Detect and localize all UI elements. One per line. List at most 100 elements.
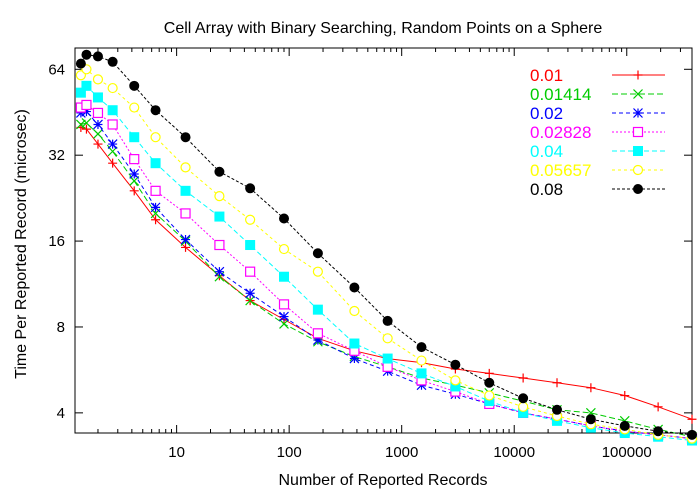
data-point bbox=[484, 377, 495, 388]
data-point bbox=[687, 429, 697, 440]
legend-label: 0.04 bbox=[530, 142, 563, 161]
chart-title: Cell Array with Binary Searching, Random… bbox=[164, 20, 603, 37]
data-point bbox=[382, 333, 393, 344]
y-tick-label: 64 bbox=[48, 61, 65, 78]
data-point bbox=[150, 202, 161, 213]
data-point bbox=[81, 99, 92, 111]
data-point bbox=[416, 368, 427, 379]
data-point bbox=[518, 401, 529, 412]
data-point bbox=[92, 51, 103, 62]
data-point bbox=[245, 288, 256, 299]
legend-marker bbox=[633, 70, 643, 80]
data-point bbox=[349, 338, 360, 349]
data-point bbox=[129, 186, 139, 196]
series-line bbox=[80, 54, 693, 436]
data-point bbox=[92, 74, 104, 85]
data-point bbox=[518, 373, 528, 383]
legend-label: 0.01414 bbox=[530, 85, 591, 104]
data-point bbox=[382, 315, 393, 326]
legend-label: 0.02828 bbox=[530, 123, 591, 142]
series-line bbox=[80, 111, 693, 440]
data-point bbox=[151, 215, 161, 225]
data-point bbox=[450, 375, 461, 386]
data-point bbox=[312, 248, 323, 259]
data-point bbox=[245, 183, 256, 194]
y-tick-label: 32 bbox=[48, 147, 65, 164]
series-line bbox=[80, 127, 693, 420]
data-point bbox=[107, 139, 118, 150]
data-point bbox=[129, 169, 140, 179]
data-point bbox=[214, 191, 225, 202]
axes: 4 8 16 32 64 10 100 1000 10000 100000 bbox=[48, 48, 692, 461]
data-point bbox=[150, 158, 161, 169]
legend-marker bbox=[633, 108, 643, 118]
legend-label: 0.02 bbox=[530, 104, 563, 123]
data-point bbox=[81, 49, 92, 60]
data-point bbox=[278, 299, 290, 310]
data-point bbox=[687, 414, 697, 424]
data-point bbox=[586, 383, 596, 393]
data-point bbox=[653, 402, 663, 412]
series-0.05657 bbox=[75, 64, 698, 444]
data-point bbox=[620, 391, 630, 401]
data-point bbox=[81, 118, 92, 128]
data-point bbox=[416, 342, 427, 353]
data-point bbox=[150, 105, 161, 116]
series-0.02 bbox=[75, 106, 697, 444]
data-point bbox=[278, 243, 290, 255]
y-tick-label: 16 bbox=[48, 233, 65, 250]
data-point bbox=[312, 304, 323, 315]
data-point bbox=[349, 282, 360, 293]
data-point bbox=[108, 158, 118, 168]
data-point bbox=[312, 335, 323, 345]
legend-label: 0.05657 bbox=[530, 161, 591, 180]
data-point bbox=[279, 311, 289, 322]
data-point bbox=[552, 404, 563, 415]
x-tick-label: 10000 bbox=[493, 444, 535, 461]
data-point bbox=[245, 240, 256, 251]
data-point bbox=[382, 361, 393, 372]
data-point bbox=[214, 266, 225, 277]
data-point bbox=[180, 185, 191, 196]
legend-label: 0.08 bbox=[530, 180, 563, 199]
x-tick-label: 1000 bbox=[385, 444, 418, 461]
data-point bbox=[92, 92, 103, 103]
y-axis-label: Time Per Reported Record (microsec) bbox=[13, 109, 30, 379]
legend-marker bbox=[633, 89, 643, 99]
legend-marker bbox=[632, 164, 644, 176]
data-point bbox=[619, 420, 630, 431]
data-point bbox=[245, 295, 256, 306]
y-tick-label: 4 bbox=[57, 405, 65, 422]
data-point bbox=[75, 119, 86, 130]
series-0.08 bbox=[75, 49, 697, 440]
series-line bbox=[80, 122, 693, 438]
data-point bbox=[349, 353, 360, 364]
data-point bbox=[312, 328, 323, 339]
x-tick-label: 100 bbox=[277, 444, 302, 461]
data-point bbox=[129, 154, 140, 165]
data-point bbox=[92, 107, 104, 119]
y-tick-label: 8 bbox=[57, 319, 65, 336]
series-0.01 bbox=[76, 123, 697, 424]
data-point bbox=[93, 128, 103, 139]
data-point bbox=[245, 214, 256, 225]
series-line bbox=[80, 85, 693, 441]
data-point bbox=[214, 211, 225, 222]
data-point bbox=[585, 414, 596, 425]
data-point bbox=[180, 162, 191, 173]
data-point bbox=[214, 166, 225, 177]
data-point bbox=[349, 305, 360, 317]
data-point bbox=[75, 58, 86, 69]
legend-label: 0.01 bbox=[530, 66, 563, 85]
data-point bbox=[75, 108, 86, 118]
data-point bbox=[150, 132, 161, 143]
series-0.01414 bbox=[75, 118, 697, 442]
data-point bbox=[245, 266, 256, 277]
legend-marker bbox=[633, 184, 643, 194]
data-point bbox=[150, 185, 161, 196]
data-point bbox=[107, 105, 118, 116]
data-point bbox=[107, 119, 118, 130]
data-point bbox=[518, 393, 529, 404]
